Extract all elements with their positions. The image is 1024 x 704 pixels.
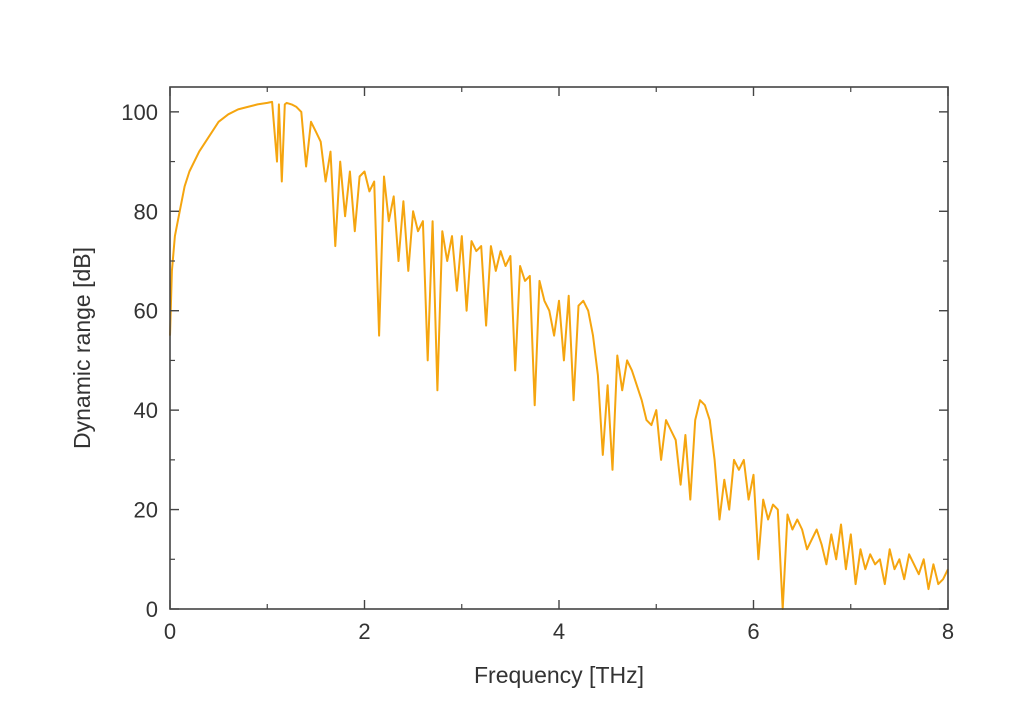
- series-layer: [169, 100, 949, 610]
- x-tick-label: 6: [747, 619, 759, 644]
- x-tick-label: 8: [942, 619, 954, 644]
- y-tick-label: 40: [134, 398, 158, 423]
- x-tick-label: 2: [358, 619, 370, 644]
- x-axis-title: Frequency [THz]: [474, 662, 644, 688]
- series-line: [169, 100, 949, 610]
- y-tick-label: 0: [146, 597, 158, 622]
- y-tick-label: 80: [134, 199, 158, 224]
- y-tick-label: 100: [121, 100, 158, 125]
- y-tick-label: 20: [134, 498, 158, 523]
- y-tick-label: 60: [134, 299, 158, 324]
- y-axis-title: Dynamic range [dB]: [69, 247, 95, 449]
- x-tick-label: 4: [553, 619, 565, 644]
- plot-frame: [169, 86, 949, 610]
- x-tick-label: 0: [164, 619, 176, 644]
